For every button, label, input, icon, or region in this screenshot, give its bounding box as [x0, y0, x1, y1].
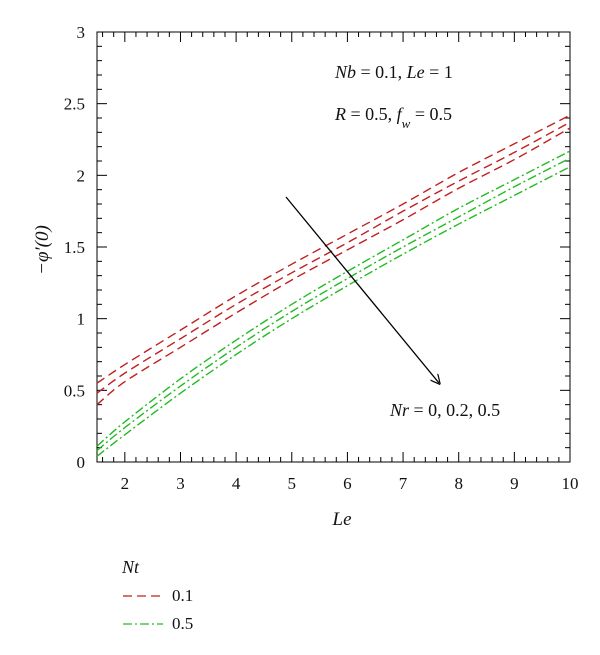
x-tick-label: 3 — [176, 474, 185, 493]
x-tick-label: 10 — [562, 474, 579, 493]
y-tick-labels: 0 0.5 1 1.5 2 2.5 3 — [64, 23, 85, 472]
legend-label-nt-0.1: 0.1 — [172, 586, 193, 605]
legend-title: Nt — [121, 557, 140, 577]
series-line-nt-0.5-nr-0 — [96, 150, 571, 447]
y-tick-label: 1.5 — [64, 238, 85, 257]
x-tick-label: 8 — [454, 474, 463, 493]
axis-ticks — [97, 31, 571, 463]
nr-direction-arrow — [285, 196, 439, 383]
y-tick-label: 2.5 — [64, 95, 85, 114]
y-tick-label: 0 — [77, 453, 86, 472]
plot-frame — [96, 31, 571, 463]
x-tick-label: 9 — [510, 474, 519, 493]
series-line-nt-0.1-nr-0.5 — [96, 127, 571, 406]
y-tick-label: 2 — [77, 166, 86, 185]
x-tick-label: 4 — [232, 474, 241, 493]
nr-arrow-label: Nr = 0, 0.2, 0.5 — [389, 400, 500, 420]
legend-label-nt-0.5: 0.5 — [172, 614, 193, 633]
x-tick-label: 2 — [121, 474, 130, 493]
x-tick-labels: 2 3 4 5 6 7 8 9 10 — [121, 474, 579, 493]
x-axis-label: Le — [332, 509, 352, 530]
y-tick-label: 0.5 — [64, 381, 85, 400]
series-line-nt-0.1-nr-0.2 — [96, 121, 571, 394]
x-tick-label: 6 — [343, 474, 352, 493]
y-axis-label: −φ′(0) — [32, 225, 53, 275]
legend: Nt 0.1 0.5 — [121, 557, 193, 633]
series-line-nt-0.5-nr-0.5 — [96, 166, 571, 457]
params-line-2: R = 0.5, fw = 0.5 — [334, 104, 452, 131]
series-line-nt-0.1-nr-0 — [96, 114, 571, 384]
series-line-nt-0.5-nr-0.2 — [96, 157, 571, 452]
y-tick-label: 3 — [77, 23, 86, 42]
y-tick-label: 1 — [77, 310, 86, 329]
x-tick-label: 5 — [288, 474, 297, 493]
x-tick-label: 7 — [399, 474, 408, 493]
params-line-1: Nb = 0.1, Le = 1 — [334, 62, 453, 82]
data-curves — [96, 114, 571, 457]
